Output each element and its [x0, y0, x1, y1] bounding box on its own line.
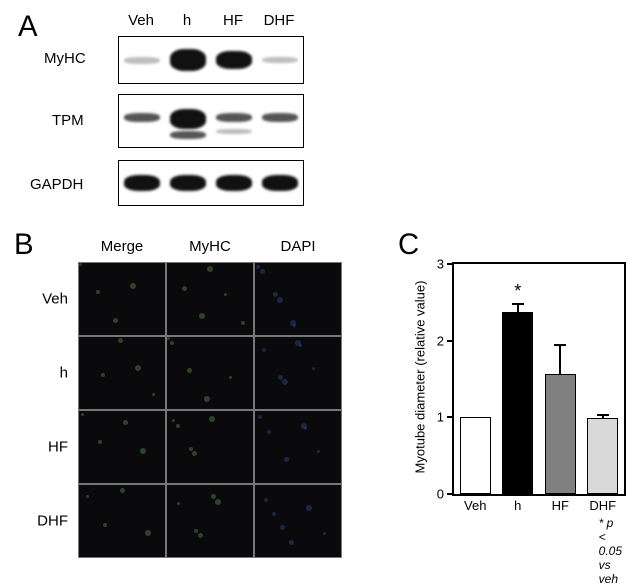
micro-cell	[254, 484, 342, 558]
xtick-label: Veh	[464, 498, 486, 513]
band	[216, 113, 252, 122]
significance-star: *	[514, 281, 521, 302]
bar	[460, 417, 491, 494]
micro-cell	[254, 410, 342, 484]
band	[216, 175, 252, 191]
ytick-label: 0	[437, 487, 444, 502]
micro-cell	[78, 484, 166, 558]
micro-row-label: h	[60, 365, 68, 382]
micro-col-header: MyHC	[189, 238, 231, 255]
bar	[502, 312, 533, 494]
blot-row-label: MyHC	[44, 50, 86, 67]
micro-cell	[78, 262, 166, 336]
bar	[545, 374, 576, 494]
blot-frame	[118, 160, 304, 206]
ytick-label: 2	[437, 333, 444, 348]
micro-cell	[166, 336, 254, 410]
band	[262, 175, 298, 191]
xtick-label: DHF	[589, 498, 616, 513]
band	[124, 113, 160, 122]
band	[262, 113, 298, 122]
band	[170, 49, 206, 71]
band	[124, 175, 160, 191]
blot-frame	[118, 36, 304, 84]
micro-cell	[254, 336, 342, 410]
ytick-label: 3	[437, 257, 444, 272]
blot-frame	[118, 94, 304, 148]
panel-c-label: C	[398, 228, 419, 262]
band	[170, 109, 206, 129]
panel-a-label: A	[18, 10, 38, 44]
blot-row-label: TPM	[52, 112, 84, 129]
micro-row-label: DHF	[37, 513, 68, 530]
micro-col-header: DAPI	[280, 238, 315, 255]
band	[262, 57, 298, 63]
lane-header: DHF	[256, 12, 302, 29]
micro-row-label: HF	[48, 439, 68, 456]
lane-header: Veh	[118, 12, 164, 29]
lane-header: HF	[210, 12, 256, 29]
micro-cell	[166, 484, 254, 558]
lane-header: h	[164, 12, 210, 29]
ytick-label: 1	[437, 410, 444, 425]
band	[216, 51, 252, 69]
micro-cell	[78, 410, 166, 484]
band	[170, 175, 206, 191]
chart-ylabel: Myotube diameter (relative value)	[413, 281, 428, 474]
micro-cell	[78, 336, 166, 410]
band	[216, 129, 252, 134]
micro-row-label: Veh	[42, 291, 68, 308]
bar	[587, 418, 618, 494]
panel-b-label: B	[14, 228, 34, 262]
xtick-label: HF	[552, 498, 569, 513]
band	[170, 131, 206, 139]
micro-cell	[166, 410, 254, 484]
panel-a-lane-headers: VehhHFDHF	[118, 12, 302, 29]
xtick-label: h	[514, 498, 521, 513]
chart-plot-area: 0123Veh*hHFDHF	[452, 262, 626, 496]
blot-row-label: GAPDH	[30, 176, 83, 193]
micro-cell	[166, 262, 254, 336]
micro-cell	[254, 262, 342, 336]
micro-col-header: Merge	[101, 238, 144, 255]
band	[124, 57, 160, 64]
